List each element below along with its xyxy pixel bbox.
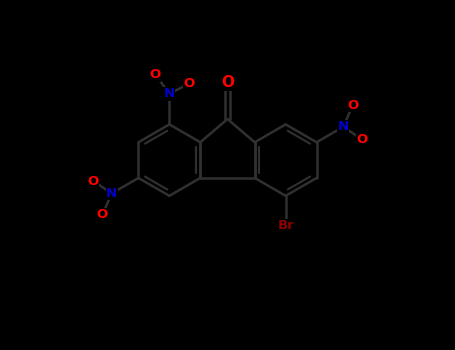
Text: N: N bbox=[338, 120, 349, 133]
Text: O: O bbox=[150, 68, 161, 81]
Text: N: N bbox=[164, 87, 175, 100]
Text: O: O bbox=[97, 208, 108, 221]
Text: O: O bbox=[347, 99, 358, 112]
Text: O: O bbox=[356, 133, 367, 146]
Text: Br: Br bbox=[277, 219, 294, 232]
Text: O: O bbox=[221, 75, 234, 90]
Text: O: O bbox=[183, 77, 195, 90]
Text: N: N bbox=[106, 187, 117, 200]
Text: O: O bbox=[88, 175, 99, 188]
